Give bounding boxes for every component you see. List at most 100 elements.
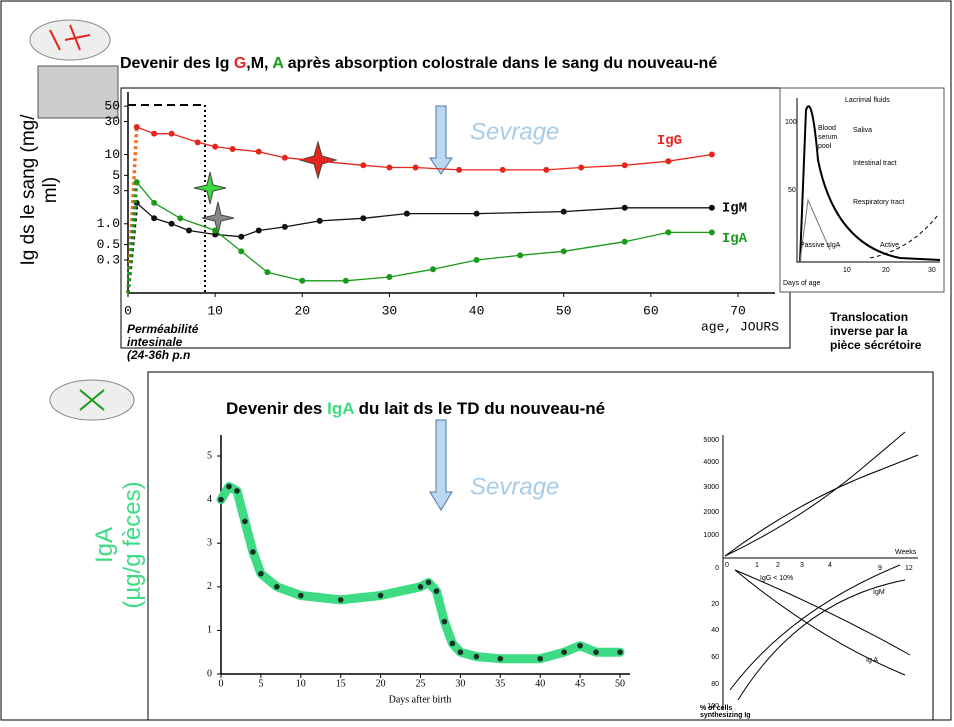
- data-point: [708, 151, 715, 158]
- data-point: [457, 649, 464, 655]
- inset-label: IgM: [873, 589, 885, 596]
- inset-label: 1000: [703, 532, 719, 539]
- x-tick-label: 20: [294, 303, 310, 318]
- series-line: [136, 181, 713, 282]
- data-point: [617, 649, 623, 655]
- data-point: [186, 227, 192, 234]
- data-point: [316, 158, 323, 165]
- permeability-note: intesinale: [127, 335, 183, 349]
- data-point: [360, 215, 367, 222]
- inset-label: Blood: [818, 125, 836, 132]
- inset-label: 50: [788, 187, 796, 194]
- inset-label: Weeks: [895, 549, 917, 556]
- inset-label: IgG < 10%: [760, 575, 793, 582]
- data-point: [417, 584, 424, 590]
- inset-label: 80: [711, 681, 719, 688]
- data-point: [473, 256, 480, 263]
- data-point: [238, 248, 245, 255]
- data-point: [665, 158, 672, 165]
- inset-label: 5000: [703, 437, 719, 444]
- x-tick-label: 10: [207, 303, 223, 318]
- x-tick-label: 15: [336, 678, 346, 689]
- data-point: [194, 139, 201, 146]
- data-point: [430, 266, 436, 273]
- y-axis-label: Ig ds le sang (mg/ml): [18, 114, 61, 266]
- inset-label: 0: [725, 562, 729, 569]
- data-point: [497, 655, 504, 662]
- data-point: [151, 199, 158, 206]
- inset-curves: [796, 98, 941, 263]
- star: [201, 201, 235, 235]
- y-tick-label: 5: [207, 450, 212, 461]
- data-point: [473, 653, 480, 660]
- data-point: [499, 166, 506, 173]
- data-point: [168, 220, 175, 227]
- inset-label: Lacrimal fluids: [845, 97, 890, 104]
- y-label-line: IgA: [91, 527, 118, 563]
- inset-label: 40: [711, 627, 719, 634]
- x-tick-label: 60: [643, 303, 659, 318]
- data-point: [708, 204, 715, 211]
- data-point: [337, 597, 344, 603]
- inset-label: Active: [880, 242, 899, 249]
- data-point: [212, 143, 219, 150]
- y-tick-label: 5: [112, 168, 120, 183]
- y-tick-label: 0: [207, 668, 212, 679]
- data-point: [133, 123, 140, 130]
- x-tick-label: 40: [535, 678, 545, 689]
- x-tick-label: 50: [556, 303, 572, 318]
- inset-label: 12: [905, 565, 913, 572]
- data-point: [593, 649, 599, 655]
- inset-label: 10: [843, 267, 851, 274]
- x-tick-label: 35: [495, 678, 505, 689]
- inset-label: 4000: [703, 459, 719, 466]
- inset-label: 20: [711, 601, 719, 608]
- inset-label: 2: [776, 562, 780, 569]
- data-point: [133, 179, 140, 186]
- inset-label: Ig A: [866, 657, 878, 664]
- data-point: [281, 223, 288, 230]
- title-part: absorption colostrale dans le sang du no…: [335, 55, 717, 72]
- inset-label: 30: [928, 267, 936, 274]
- x-tick-label: 30: [382, 303, 398, 318]
- x-tick-label: 20: [376, 678, 386, 689]
- data-point: [449, 640, 456, 647]
- data-point: [561, 649, 567, 655]
- permeability-note: Perméabilité: [127, 322, 199, 336]
- x-tick-label: 50: [615, 678, 625, 689]
- x-tick-label: 25: [416, 678, 426, 689]
- x-axis-label: Days after birth: [389, 694, 452, 705]
- data-point: [377, 592, 384, 599]
- data-point: [274, 584, 280, 590]
- inset-curves: [722, 431, 919, 710]
- inset-frame: [779, 87, 945, 293]
- x-tick-label: 5: [258, 678, 263, 689]
- inset-label: 20: [882, 267, 890, 274]
- inset-label: 2000: [703, 509, 719, 516]
- inset-label: 60: [711, 654, 719, 661]
- data-point: [258, 570, 264, 577]
- data-point: [342, 277, 349, 284]
- inset-label: pool: [818, 143, 832, 150]
- data-point: [386, 274, 393, 281]
- title-part: ,M,: [246, 55, 272, 72]
- x-tick-label: 0: [124, 303, 132, 318]
- y-label-line: Ig ds le sang (mg/: [18, 114, 39, 266]
- data-point: [299, 277, 306, 284]
- data-point: [242, 518, 248, 525]
- arrow: [429, 419, 453, 511]
- inset-label: synthesizing Ig: [700, 712, 751, 719]
- origin-dotted-line: [126, 126, 139, 294]
- y-label-line: ml): [40, 177, 61, 203]
- data-point: [578, 164, 585, 171]
- data-point: [403, 210, 410, 217]
- side-note: inverse par la: [830, 324, 908, 338]
- data-point: [708, 229, 715, 236]
- data-point: [537, 655, 543, 662]
- data-point: [473, 210, 480, 217]
- arrow: [429, 105, 453, 175]
- data-point: [621, 204, 628, 211]
- x-axis-label: age, JOURS: [701, 319, 779, 334]
- inset-label: Passive sIgA: [800, 242, 841, 249]
- data-point: [412, 164, 419, 171]
